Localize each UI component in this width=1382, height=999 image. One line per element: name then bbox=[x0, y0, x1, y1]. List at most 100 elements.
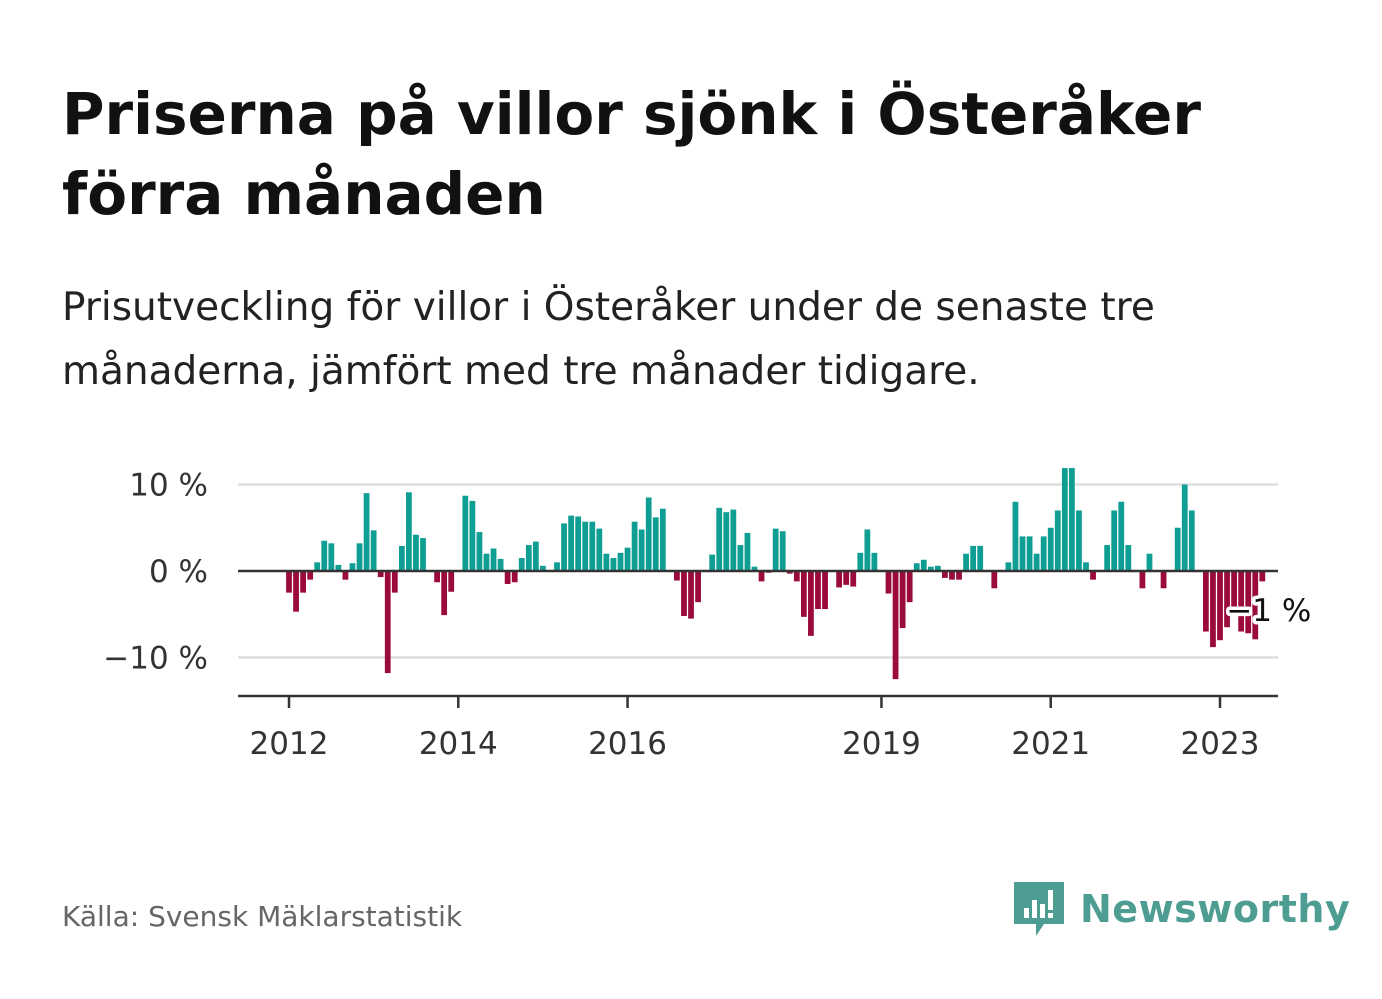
bar bbox=[596, 528, 603, 571]
x-tick-label: 2014 bbox=[419, 726, 498, 762]
x-tick-label: 2023 bbox=[1181, 726, 1260, 762]
bar bbox=[441, 571, 448, 616]
bar bbox=[589, 521, 596, 571]
bar bbox=[857, 552, 864, 571]
bar bbox=[751, 566, 758, 571]
bar bbox=[793, 571, 800, 582]
x-tick-label: 2019 bbox=[842, 726, 921, 762]
bar bbox=[822, 571, 828, 610]
bar bbox=[652, 517, 659, 571]
bar bbox=[1019, 536, 1026, 571]
grid-lines bbox=[238, 483, 1278, 659]
bar bbox=[554, 562, 560, 571]
annotation-label: −1 % bbox=[1226, 593, 1311, 629]
bar bbox=[420, 538, 426, 571]
bar bbox=[723, 512, 730, 571]
bar bbox=[1160, 571, 1167, 589]
bar bbox=[525, 545, 532, 571]
bar bbox=[850, 571, 857, 587]
bar bbox=[377, 571, 384, 578]
bar bbox=[1188, 510, 1195, 571]
bar bbox=[920, 559, 927, 571]
bar bbox=[843, 571, 850, 585]
bar bbox=[1083, 562, 1089, 571]
y-tick-label: 0 % bbox=[149, 554, 208, 590]
bar bbox=[772, 528, 779, 571]
bar bbox=[561, 523, 567, 571]
bar bbox=[448, 571, 455, 592]
bar bbox=[695, 571, 701, 603]
bar bbox=[1259, 571, 1266, 582]
bar bbox=[681, 571, 687, 616]
bar bbox=[1245, 571, 1252, 634]
bar bbox=[815, 571, 821, 610]
bar bbox=[808, 571, 814, 636]
bar bbox=[709, 554, 716, 571]
bar bbox=[1224, 571, 1230, 628]
bar bbox=[575, 516, 582, 571]
bar bbox=[610, 558, 617, 572]
bar bbox=[1118, 501, 1125, 571]
bar bbox=[1139, 571, 1146, 589]
bar bbox=[540, 565, 546, 571]
bar bbox=[1125, 545, 1132, 571]
newsworthy-logo[interactable]: Newsworthy bbox=[1010, 878, 1350, 940]
bar bbox=[716, 507, 723, 571]
bar bbox=[942, 571, 948, 578]
bar bbox=[293, 571, 299, 612]
bar bbox=[970, 545, 977, 571]
bar bbox=[483, 553, 490, 571]
bar bbox=[497, 558, 504, 571]
bar bbox=[624, 547, 631, 571]
bar bbox=[1203, 571, 1209, 632]
bar bbox=[434, 571, 440, 583]
bar bbox=[786, 571, 793, 574]
x-tick-label: 2016 bbox=[588, 726, 667, 762]
bar bbox=[603, 553, 610, 571]
annotation: −1 % bbox=[1223, 590, 1315, 633]
bar bbox=[1231, 571, 1237, 610]
bar bbox=[1040, 536, 1047, 571]
bar bbox=[342, 571, 349, 580]
bar bbox=[406, 492, 412, 571]
bar bbox=[462, 495, 469, 571]
bar bbox=[349, 563, 356, 572]
bar bbox=[518, 558, 525, 572]
bar bbox=[314, 562, 321, 571]
bar bbox=[1012, 501, 1019, 571]
bar bbox=[744, 532, 751, 571]
bar bbox=[1174, 527, 1181, 571]
bar bbox=[504, 571, 511, 584]
bar-chart: 10 % 0 % −10 % 2012 2014 2016 2019 2021 2023 −1… bbox=[103, 468, 1315, 763]
bar bbox=[1111, 510, 1118, 571]
bar bbox=[1033, 553, 1040, 571]
bar bbox=[384, 571, 391, 674]
bar bbox=[1068, 468, 1075, 571]
bar bbox=[328, 543, 335, 571]
chart-subtitle: Prisutveckling för villor i Österåker un… bbox=[62, 285, 1155, 394]
bar bbox=[800, 571, 807, 617]
y-axis-tick-labels: 10 % 0 % −10 % bbox=[103, 468, 208, 677]
source-note: Källa: Svensk Mäklarstatistik bbox=[62, 900, 463, 933]
bar bbox=[1005, 562, 1012, 571]
bar bbox=[927, 566, 934, 571]
bar bbox=[356, 543, 363, 571]
bar bbox=[638, 529, 645, 571]
bar bbox=[1061, 468, 1068, 571]
bar bbox=[1217, 571, 1223, 641]
bar bbox=[286, 571, 292, 593]
bar bbox=[617, 552, 624, 571]
bar bbox=[730, 509, 737, 571]
x-tick-label: 2021 bbox=[1011, 726, 1090, 762]
x-tick-label: 2012 bbox=[250, 726, 329, 762]
bar bbox=[977, 545, 984, 571]
bar bbox=[1047, 527, 1054, 571]
bar bbox=[836, 571, 843, 588]
bar bbox=[899, 571, 906, 629]
bar bbox=[1054, 510, 1061, 571]
y-tick-label: −10 % bbox=[103, 641, 208, 677]
axes bbox=[238, 569, 1278, 698]
logo-text: Newsworthy bbox=[1080, 887, 1351, 931]
bar bbox=[511, 571, 518, 583]
bar bbox=[906, 571, 913, 603]
